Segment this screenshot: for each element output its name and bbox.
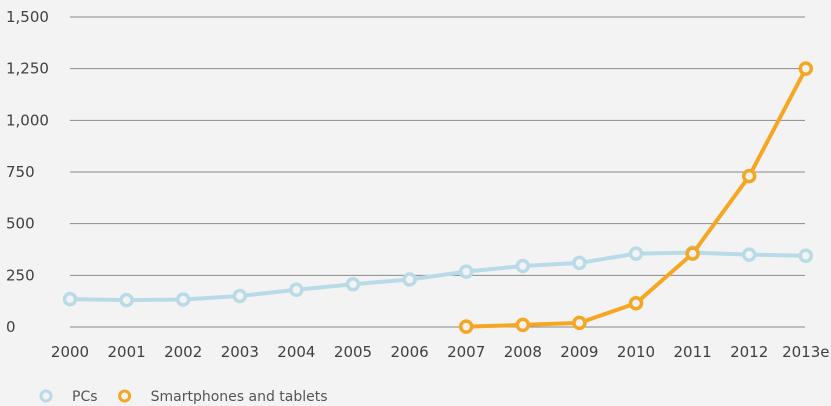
x-tick-label: 2002	[164, 343, 202, 361]
x-tick-label: 2008	[504, 343, 542, 361]
legend-label: PCs	[72, 389, 98, 405]
data-point	[62, 291, 78, 307]
y-tick-label: 1,500	[6, 8, 49, 26]
x-axis: 2000 2001 2002 2003 2004 2005 2006 2007 2008 2009…	[51, 343, 830, 361]
x-tick-label: 2007	[447, 343, 485, 361]
data-point	[289, 282, 304, 298]
data-point	[119, 292, 134, 308]
x-tick-label: 2000	[51, 343, 89, 361]
series-line-0	[68, 250, 808, 303]
x-tick-label: 2001	[108, 343, 146, 361]
legend-label: Smartphones and tablets	[151, 389, 328, 405]
data-point	[741, 247, 757, 262]
y-axis: 0 250 500 750 1,000 1,250 1,500	[6, 8, 49, 336]
x-tick-label: 2012	[730, 343, 768, 361]
data-point	[515, 317, 531, 333]
data-point	[458, 319, 474, 334]
data-point	[628, 295, 644, 311]
data-point	[232, 288, 248, 304]
y-tick-label: 750	[6, 163, 35, 181]
data-point	[458, 264, 474, 279]
y-tick-label: 250	[6, 266, 35, 284]
data-point	[798, 61, 814, 76]
data-point	[345, 276, 361, 292]
data-point	[685, 246, 700, 261]
legend: PCs Smartphones and tablets	[39, 389, 328, 405]
series-line-1	[464, 66, 808, 329]
x-tick-label: 2009	[560, 343, 598, 361]
y-tick-label: 1,000	[6, 111, 49, 129]
data-point	[572, 255, 587, 271]
x-tick-label: 2004	[277, 343, 315, 361]
y-tick-label: 500	[6, 215, 35, 233]
x-tick-label: 2005	[334, 343, 372, 361]
x-tick-label: 2003	[221, 343, 259, 361]
data-point	[572, 315, 587, 331]
gridlines	[70, 16, 805, 328]
x-tick-label: 2013e	[782, 343, 829, 361]
legend-marker-icon	[39, 389, 53, 403]
legend-marker-icon	[118, 389, 132, 403]
x-tick-label: 2010	[617, 343, 655, 361]
data-point	[798, 248, 814, 263]
x-tick-label: 2006	[391, 343, 429, 361]
data-point	[741, 168, 757, 184]
data-point	[628, 246, 644, 261]
data-point	[515, 258, 531, 274]
series-lines	[62, 61, 814, 334]
x-tick-label: 2011	[674, 343, 712, 361]
y-tick-label: 1,250	[6, 60, 49, 78]
data-point	[175, 292, 191, 307]
y-tick-label: 0	[6, 318, 16, 336]
data-point	[402, 272, 417, 287]
